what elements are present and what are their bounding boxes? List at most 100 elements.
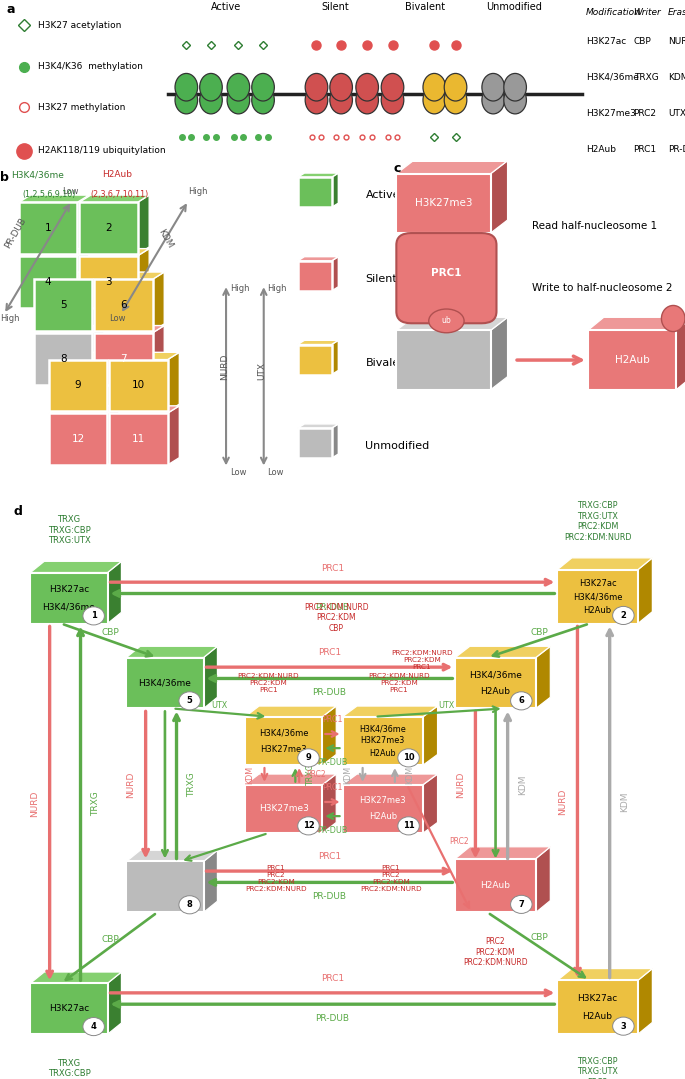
Text: PR-DUB: PR-DUB — [312, 688, 347, 697]
Polygon shape — [558, 969, 652, 981]
Ellipse shape — [482, 86, 504, 114]
Text: KDM: KDM — [157, 228, 175, 249]
Text: H3K27ac: H3K27ac — [49, 1005, 89, 1013]
Circle shape — [398, 817, 419, 835]
Text: PR-DUB: PR-DUB — [315, 1014, 349, 1023]
Ellipse shape — [503, 86, 526, 114]
Circle shape — [510, 896, 532, 914]
Text: UTX: UTX — [438, 701, 454, 710]
Text: H3K27 methylation: H3K27 methylation — [38, 103, 125, 111]
Polygon shape — [92, 272, 104, 331]
Polygon shape — [168, 406, 179, 465]
Polygon shape — [30, 972, 121, 983]
Ellipse shape — [306, 73, 328, 101]
Ellipse shape — [482, 73, 504, 101]
Text: 1: 1 — [45, 223, 51, 233]
Text: NURD: NURD — [456, 771, 465, 798]
Text: 8: 8 — [187, 900, 192, 910]
Ellipse shape — [356, 86, 378, 114]
Text: PRC1: PRC1 — [318, 648, 341, 657]
Text: Modification: Modification — [586, 9, 640, 17]
Text: UTX: UTX — [211, 701, 227, 710]
Text: PRC2
PRC2:KDM
PRC2:KDM:NURD: PRC2 PRC2:KDM PRC2:KDM:NURD — [463, 938, 528, 967]
Polygon shape — [397, 161, 508, 174]
Text: Eraser: Eraser — [668, 9, 685, 17]
Polygon shape — [19, 256, 77, 308]
Polygon shape — [79, 248, 149, 256]
Polygon shape — [108, 561, 121, 624]
Ellipse shape — [175, 73, 198, 101]
Text: PR-DUB: PR-DUB — [315, 603, 349, 612]
Text: 12: 12 — [303, 821, 314, 831]
Text: 6: 6 — [519, 696, 524, 706]
Polygon shape — [79, 195, 149, 203]
Text: PRC2:KDM:NURD
PRC2:KDM
PRC1: PRC2:KDM:NURD PRC2:KDM PRC1 — [238, 673, 299, 693]
Polygon shape — [456, 646, 550, 657]
Polygon shape — [79, 203, 138, 255]
Polygon shape — [332, 340, 338, 374]
Polygon shape — [423, 706, 438, 765]
Ellipse shape — [199, 86, 222, 114]
Polygon shape — [298, 177, 332, 207]
Ellipse shape — [251, 86, 274, 114]
Text: Low: Low — [110, 314, 126, 323]
Ellipse shape — [429, 309, 464, 332]
Text: PRC2: PRC2 — [449, 837, 469, 846]
Text: 2: 2 — [621, 611, 626, 620]
Text: PRC2:KDM:NURD
PRC2:KDM
CBP: PRC2:KDM:NURD PRC2:KDM CBP — [304, 603, 369, 632]
Text: UTX: UTX — [668, 109, 685, 118]
Text: CBP: CBP — [634, 37, 651, 45]
Text: H3K27me3: H3K27me3 — [259, 805, 309, 814]
Polygon shape — [342, 706, 438, 716]
Polygon shape — [332, 173, 338, 207]
Polygon shape — [245, 784, 323, 833]
Text: UTX: UTX — [258, 361, 266, 380]
Circle shape — [398, 749, 419, 767]
Polygon shape — [558, 558, 652, 570]
Text: PR-DUB: PR-DUB — [3, 216, 27, 249]
Polygon shape — [298, 428, 332, 459]
Text: 4: 4 — [45, 277, 51, 287]
Polygon shape — [34, 272, 104, 279]
Text: KDM: KDM — [668, 72, 685, 82]
Polygon shape — [490, 161, 508, 233]
Text: KDM: KDM — [245, 766, 254, 784]
Text: Bivalent: Bivalent — [405, 2, 445, 12]
Polygon shape — [342, 784, 423, 833]
Polygon shape — [456, 859, 536, 913]
Text: Active: Active — [366, 190, 400, 201]
Polygon shape — [110, 353, 179, 359]
Text: H3K27ac: H3K27ac — [577, 994, 618, 1002]
Text: b: b — [0, 170, 9, 183]
Polygon shape — [49, 353, 119, 359]
FancyBboxPatch shape — [397, 233, 497, 324]
Polygon shape — [19, 248, 89, 256]
Text: Unmodified: Unmodified — [366, 441, 429, 451]
Text: 8: 8 — [60, 354, 66, 364]
Text: 1: 1 — [90, 612, 97, 620]
Text: H3K4/K36  methylation: H3K4/K36 methylation — [38, 63, 142, 71]
Polygon shape — [30, 561, 121, 573]
Polygon shape — [95, 272, 164, 279]
Polygon shape — [423, 774, 438, 833]
Polygon shape — [126, 850, 217, 861]
Polygon shape — [108, 353, 119, 411]
Polygon shape — [110, 406, 179, 413]
Polygon shape — [342, 774, 438, 784]
Text: H2Aub: H2Aub — [586, 145, 616, 153]
Ellipse shape — [251, 73, 274, 101]
Text: NURD: NURD — [126, 771, 136, 798]
Text: 5: 5 — [187, 696, 192, 706]
Polygon shape — [456, 657, 536, 709]
Polygon shape — [332, 424, 338, 459]
Polygon shape — [126, 861, 203, 913]
Polygon shape — [638, 558, 652, 624]
Text: PR-DUB: PR-DUB — [317, 825, 347, 835]
Text: 2: 2 — [105, 223, 112, 233]
Text: H2Aub: H2Aub — [369, 812, 397, 821]
Text: PRC2: PRC2 — [306, 770, 326, 779]
Polygon shape — [19, 195, 89, 203]
Polygon shape — [77, 248, 89, 308]
Polygon shape — [79, 256, 138, 308]
Polygon shape — [126, 646, 217, 657]
